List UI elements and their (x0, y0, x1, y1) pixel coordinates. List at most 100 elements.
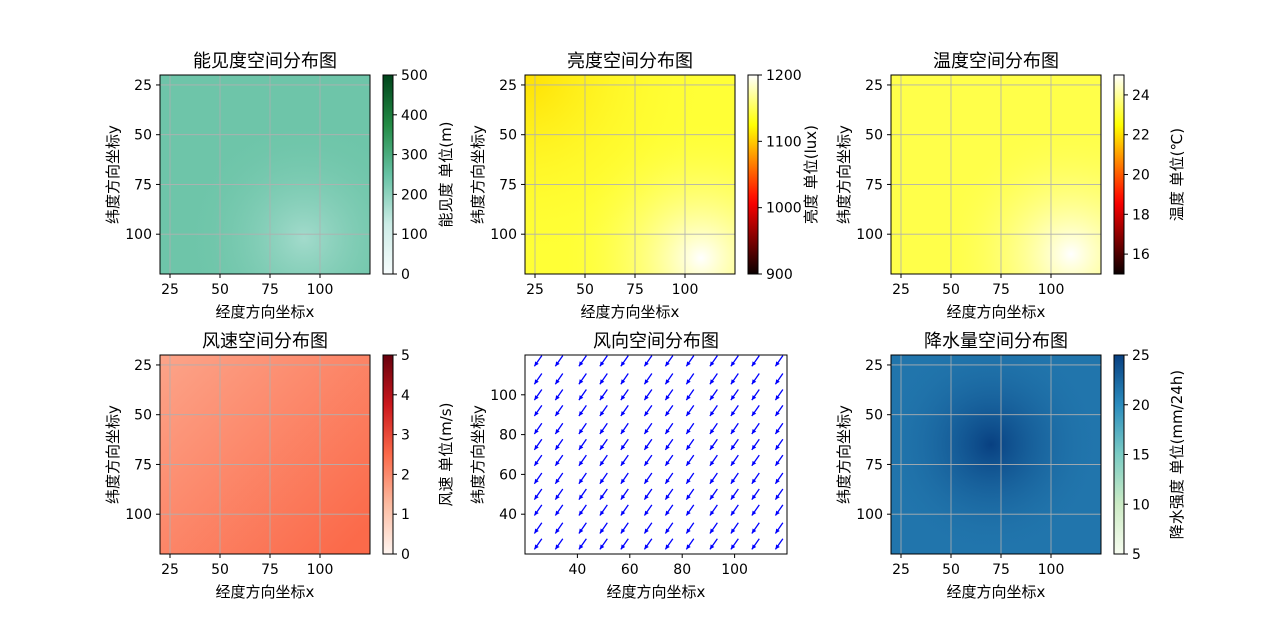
y-tick-label: 75 (865, 457, 883, 473)
colorbar: 0 100 200 300 400 500 能见度 单位(m) (382, 68, 455, 283)
wind-arrow (643, 504, 653, 516)
wind-arrow (730, 522, 739, 534)
wind-arrow (664, 373, 674, 385)
chart-title: 风速空间分布图 (202, 331, 328, 352)
colorbar-tick-label: 16 (1132, 247, 1150, 263)
wind-arrow (554, 504, 564, 516)
y-tick-label: 100 (856, 227, 883, 243)
colorbar-tick-label: 300 (401, 148, 428, 164)
wind-arrow (730, 538, 739, 550)
colorbar-tick-label: 3 (401, 428, 410, 444)
x-tick-label: 50 (211, 282, 229, 298)
wind-arrow (664, 454, 674, 467)
colorbar-gradient (1113, 354, 1125, 555)
y-tick-label: 100 (125, 227, 152, 243)
wind-arrow (578, 454, 587, 467)
wind-arrow (554, 405, 564, 417)
colorbar-tick-label: 24 (1132, 88, 1150, 104)
plot-area (160, 75, 370, 274)
wind-arrow (774, 522, 784, 534)
wind-arrow (685, 438, 695, 451)
x-tick-label: 100 (307, 282, 334, 298)
x-tick-label: 75 (626, 282, 644, 298)
wind-arrow (730, 405, 739, 417)
wind-arrow (664, 504, 674, 516)
wind-arrow (599, 472, 608, 485)
wind-arrow (685, 389, 695, 401)
wind-arrow (599, 454, 608, 467)
colorbar-label: 温度 单位(℃) (1168, 128, 1186, 221)
colorbar-tick-label: 1000 (766, 201, 802, 217)
wind-arrow (685, 538, 695, 550)
colorbar-tick-label: 20 (1132, 168, 1150, 184)
wind-arrow (599, 522, 608, 534)
colorbar-label: 亮度 单位(lux) (802, 125, 820, 224)
y-tick-label: 100 (856, 507, 883, 523)
wind-arrow (599, 355, 608, 367)
wind-arrow (709, 472, 718, 485)
x-tick-label: 75 (261, 562, 279, 578)
wind-arrow (554, 422, 564, 435)
subplot-4: 25 50 75 100255075100风速空间分布图经度方向坐标x纬度方向坐标y0… (104, 331, 455, 601)
x-tick-label: 25 (892, 282, 910, 298)
y-axis-label: 纬度方向坐标y (835, 405, 853, 504)
y-tick-label: 75 (134, 177, 152, 193)
wind-arrow (599, 488, 608, 500)
axes-frame (890, 354, 1102, 555)
wind-arrow (664, 472, 674, 485)
x-tick-label: 50 (576, 282, 594, 298)
wind-arrow (709, 538, 718, 550)
wind-arrow (664, 422, 674, 435)
wind-arrow (774, 454, 784, 467)
x-tick-label: 25 (892, 562, 910, 578)
x-tick-label: 25 (526, 282, 544, 298)
x-tick-label: 100 (1038, 562, 1065, 578)
plot-area (525, 75, 735, 274)
x-tick-label: 60 (621, 562, 639, 578)
wind-arrow (554, 355, 564, 367)
wind-arrow (685, 472, 695, 485)
plot-area (891, 75, 1101, 274)
wind-arrow (774, 538, 784, 550)
y-tick-label: 50 (865, 128, 883, 144)
wind-arrow (533, 373, 543, 385)
colorbar-tick-label: 1 (401, 507, 410, 523)
x-axis-label: 经度方向坐标x (581, 303, 680, 321)
chart-title: 亮度空间分布图 (567, 51, 693, 72)
x-axis-label: 经度方向坐标x (607, 583, 706, 601)
colorbar-tick-label: 10 (1132, 497, 1150, 513)
wind-arrow (578, 422, 587, 435)
wind-arrow (751, 522, 760, 534)
heatmap-hotspot (891, 75, 1101, 274)
wind-arrow (664, 438, 674, 451)
chart-title: 能见度空间分布图 (193, 51, 337, 72)
wind-arrow (685, 373, 695, 385)
wind-arrow (533, 488, 543, 500)
wind-arrow (599, 504, 608, 516)
colorbar-tick-label: 100 (401, 227, 428, 243)
wind-arrow (730, 422, 739, 435)
heatmap-gradient (160, 355, 370, 554)
colorbar-tick-label: 5 (401, 348, 410, 364)
axes-frame (524, 74, 736, 275)
wind-arrow (774, 422, 784, 435)
wind-arrow (578, 438, 587, 451)
y-tick-label: 100 (490, 227, 517, 243)
wind-arrow (730, 355, 739, 367)
x-axis-label: 经度方向坐标x (216, 583, 315, 601)
wind-arrow (533, 454, 543, 467)
wind-arrow (751, 355, 760, 367)
wind-arrow (664, 488, 674, 500)
wind-arrow (751, 438, 760, 451)
wind-arrow (533, 405, 543, 417)
wind-arrow (643, 373, 653, 385)
wind-arrow (533, 355, 543, 367)
wind-arrow (554, 454, 564, 467)
wind-arrow (774, 504, 784, 516)
colorbar-tick-label: 18 (1132, 207, 1150, 223)
wind-arrow (620, 454, 629, 467)
wind-arrow (554, 438, 564, 451)
